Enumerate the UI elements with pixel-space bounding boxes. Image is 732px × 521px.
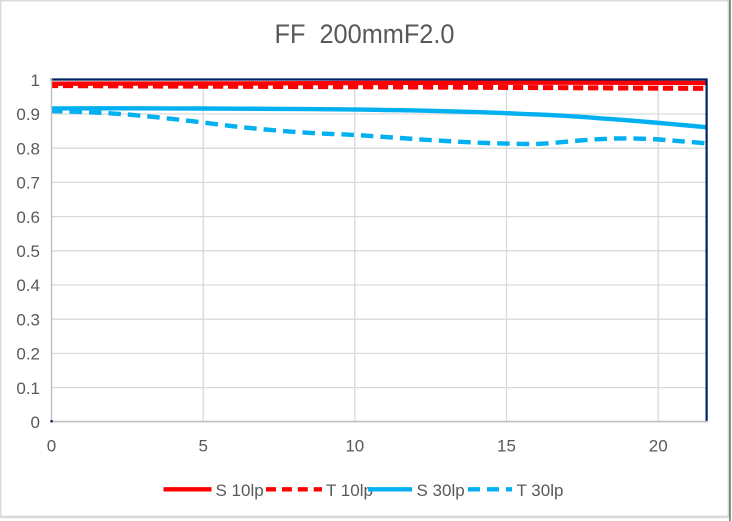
svg-text:S 10lp: S 10lp	[216, 481, 264, 500]
svg-text:0.2: 0.2	[16, 345, 40, 364]
svg-text:0.5: 0.5	[16, 242, 40, 261]
svg-text:0: 0	[31, 413, 40, 432]
svg-text:0: 0	[47, 437, 56, 456]
svg-text:0.9: 0.9	[16, 105, 40, 124]
svg-text:10: 10	[345, 437, 364, 456]
svg-text:0.8: 0.8	[16, 139, 40, 158]
svg-text:0.3: 0.3	[16, 310, 40, 329]
svg-text:T 10lp: T 10lp	[326, 481, 373, 500]
svg-text:0.6: 0.6	[16, 208, 40, 227]
svg-text:1: 1	[31, 71, 40, 90]
svg-text:5: 5	[198, 437, 207, 456]
svg-text:S 30lp: S 30lp	[417, 481, 465, 500]
svg-text:15: 15	[497, 437, 516, 456]
svg-text:20: 20	[649, 437, 668, 456]
svg-text:0.4: 0.4	[16, 276, 40, 295]
svg-text:0.7: 0.7	[16, 174, 40, 193]
svg-text:FF 200mmF2.0: FF 200mmF2.0	[275, 19, 455, 49]
svg-text:T 30lp: T 30lp	[517, 481, 564, 500]
svg-text:0.1: 0.1	[16, 379, 40, 398]
